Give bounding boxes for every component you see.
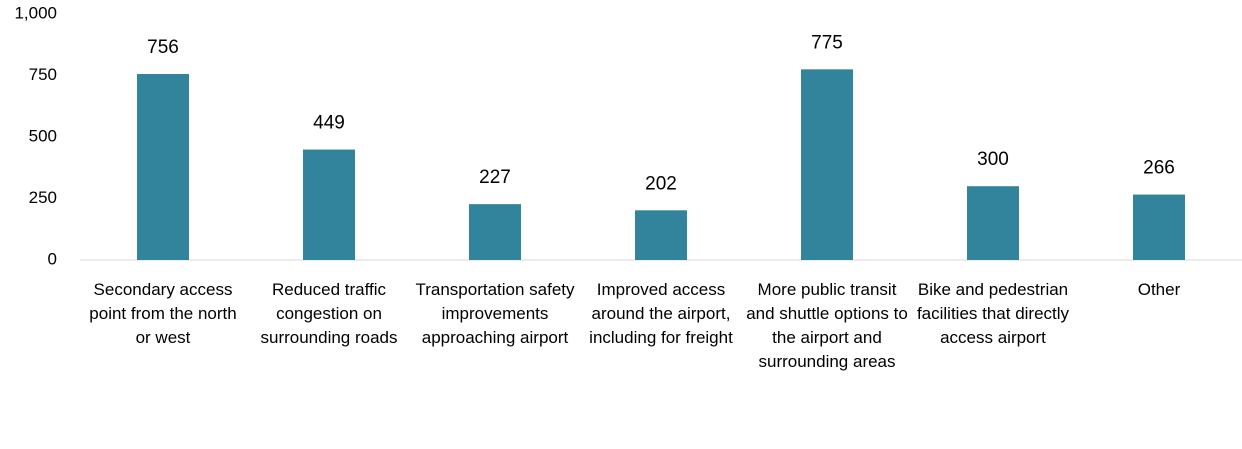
bar (635, 210, 687, 260)
y-tick-label: 750 (29, 65, 57, 84)
bar (967, 186, 1019, 260)
value-label: 756 (147, 37, 179, 58)
x-tick-label: Transportation safety improvements appro… (415, 280, 575, 347)
x-tick-label: Other (1137, 280, 1181, 299)
x-tick-label: Bike and pedestrian facilities that dire… (916, 280, 1070, 347)
y-tick-label: 1,000 (14, 3, 57, 22)
value-label: 775 (811, 32, 843, 53)
bar (303, 149, 355, 260)
value-label: 227 (479, 167, 511, 188)
bar (801, 69, 853, 260)
x-tick-label: Secondary access point from the north or… (89, 280, 237, 347)
y-tick-label: 250 (29, 188, 57, 207)
x-tick-label: Improved access around the airport, incl… (589, 280, 733, 347)
bar (137, 74, 189, 260)
bar (1133, 194, 1185, 260)
value-label: 266 (1143, 158, 1175, 179)
bar (469, 204, 521, 260)
value-label: 449 (313, 113, 345, 134)
y-tick-label: 0 (48, 249, 57, 268)
value-label: 202 (645, 173, 677, 194)
value-label: 300 (977, 149, 1009, 170)
y-tick-label: 500 (29, 126, 57, 145)
x-tick-label: More public transit and shuttle options … (746, 280, 908, 371)
x-tick-label: Reduced traffic congestion on surroundin… (260, 280, 398, 347)
